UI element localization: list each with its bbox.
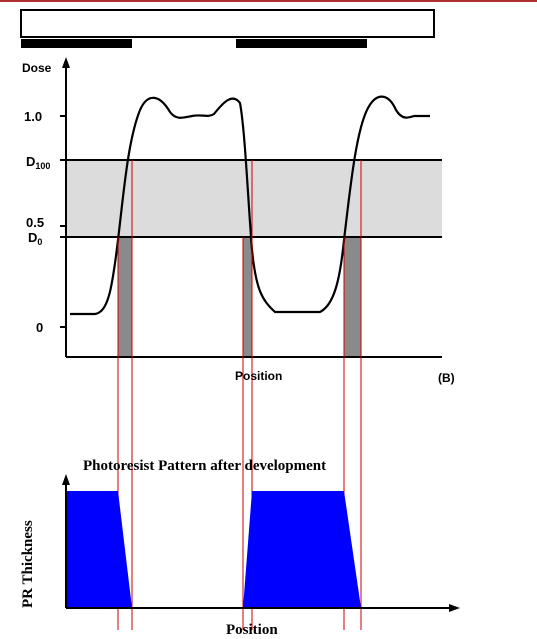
d0-main: D: [28, 230, 37, 245]
d100-main: D: [26, 154, 35, 169]
exposed-strip-2: [243, 237, 252, 357]
dose-y-axis-arrow: [62, 57, 70, 68]
dose-y-axis-label: Dose: [22, 61, 52, 75]
tick-label-zero: 0: [36, 320, 43, 335]
tick-label-one: 1.0: [24, 109, 42, 124]
resist-block-2: [243, 491, 361, 608]
d100-sub: 100: [35, 161, 50, 171]
resist-x-axis-label: Position: [226, 622, 278, 638]
d0-sub: 0: [37, 237, 42, 247]
exposed-strip-1: [118, 237, 132, 357]
tick-label-half: 0.5: [26, 215, 44, 230]
threshold-band: [66, 160, 442, 237]
mask-plate: [20, 9, 435, 38]
resist-y-axis-label: PR Thickness: [20, 520, 36, 608]
tick-label-d0: D0: [28, 230, 42, 247]
resist-block-1: [66, 491, 132, 608]
panel-label: (B): [438, 371, 455, 385]
tick-label-d100: D100: [26, 154, 50, 171]
exposed-strip-3: [344, 237, 361, 357]
dose-curve: [70, 95, 430, 316]
resist-plot-title: Photoresist Pattern after development: [83, 458, 326, 474]
mask-opaque-segment-2: [236, 39, 367, 48]
mask-opaque-segment-1: [21, 39, 132, 48]
resist-x-axis-arrow: [449, 604, 460, 612]
resist-y-axis-arrow: [62, 474, 70, 485]
dose-x-axis-label: Position: [235, 369, 282, 383]
